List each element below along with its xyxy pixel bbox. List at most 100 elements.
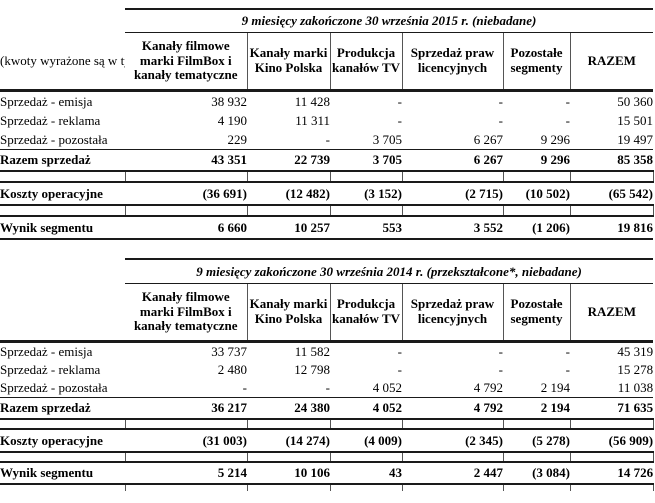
row-label: Sprzedaż - reklama (0, 112, 101, 128)
cell: (56 909) (570, 429, 654, 453)
cell: 6 267 (402, 149, 503, 172)
row-label: Koszty operacyjne (0, 182, 125, 206)
cell: 4 190 (217, 112, 247, 128)
table-title-2015: 9 miesięcy zakończone 30 września 2015 r… (125, 8, 654, 33)
cell: 6 660 (125, 216, 247, 240)
cell: 19 816 (570, 216, 654, 240)
col-header-total: RAZEM (569, 283, 654, 343)
cell: - (247, 130, 330, 150)
cell: 14 726 (570, 462, 654, 485)
title-spacer-cell (0, 259, 125, 284)
row-label: Sprzedaż - emisja (0, 344, 93, 359)
cell: (2 345) (402, 429, 503, 453)
cell: - (125, 379, 247, 398)
cell: 11 311 (295, 112, 330, 128)
col-header-license-sales: Sprzedaż praw licencyjnych (401, 32, 503, 92)
cell: - (565, 362, 570, 377)
row-label: Razem sprzedaż (0, 149, 125, 172)
cell: - (565, 93, 570, 109)
cell: 3 705 (330, 130, 402, 150)
cell: - (397, 344, 402, 359)
cell: - (498, 112, 503, 128)
table-title-2014: 9 miesięcy zakończone 30 września 2014 r… (125, 258, 654, 284)
cell: 3 552 (402, 216, 503, 240)
cell: 36 217 (125, 397, 247, 420)
operating-costs-row: Koszty operacyjne (36 691) (12 482) (3 1… (0, 182, 654, 206)
cell: - (565, 344, 570, 359)
cell: 10 257 (247, 216, 330, 240)
cell: - (397, 93, 402, 109)
cell: - (397, 362, 402, 377)
table-row: Sprzedaż - emisja 38 932 11 428 - - - 50… (0, 91, 653, 112)
cell: 24 380 (247, 397, 330, 420)
cell: (31 003) (125, 429, 247, 453)
row-label: Sprzedaż - pozostała (0, 130, 125, 150)
row-label: Wynik segmentu (0, 216, 125, 240)
cell: 43 (330, 462, 402, 485)
col-header-tv-production: Produkcja kanałów TV (329, 283, 402, 343)
table-row: Sprzedaż - pozostała 229 - 3 705 6 267 9… (0, 130, 654, 150)
spacer-row (0, 419, 654, 430)
cell: 3 705 (330, 149, 402, 172)
cell: - (498, 362, 503, 377)
table-row: Sprzedaż - reklama 2 480 12 798 - - - 15… (0, 361, 653, 379)
cell: 15 278 (617, 362, 654, 377)
cell: (36 691) (125, 182, 247, 206)
cell: 38 932 (211, 93, 247, 109)
col-header-other-segments: Pozostałe segmenty (502, 283, 570, 343)
cell: (4 009) (330, 429, 402, 453)
cell: 85 358 (570, 149, 654, 172)
cell: 5 214 (125, 462, 247, 485)
cell: - (498, 93, 503, 109)
cell: 4 792 (402, 397, 503, 420)
cell: 71 635 (570, 397, 654, 420)
table-row: Sprzedaż - emisja 33 737 11 582 - - - 45… (0, 342, 653, 362)
title-spacer-cell (0, 9, 125, 33)
cell: 2 194 (503, 379, 570, 398)
cell: 2 447 (402, 462, 503, 485)
cell: 11 582 (294, 344, 330, 359)
cell: - (397, 112, 402, 128)
cutoff-tick-row (0, 484, 654, 491)
total-sales-row: Razem sprzedaż 36 217 24 380 4 052 4 792… (0, 397, 654, 420)
spacer-row (0, 205, 654, 217)
unit-spacer-cell (0, 283, 125, 343)
cell: (3 152) (330, 182, 402, 206)
table-title-row: 9 miesięcy zakończone 30 września 2014 r… (0, 258, 654, 284)
cell: (65 542) (570, 182, 654, 206)
table-row: Sprzedaż - pozostała - - 4 052 4 792 2 1… (0, 379, 654, 398)
row-label: Wynik segmentu (0, 462, 125, 485)
cell: 9 296 (503, 149, 570, 172)
row-label: Razem sprzedaż (0, 397, 125, 420)
cell: 11 428 (294, 93, 330, 109)
col-header-filmbox-channels: Kanały filmowe marki FilmBox i kanały te… (125, 32, 247, 92)
cell: 9 296 (503, 130, 570, 150)
cell: - (498, 344, 503, 359)
col-header-kino-polska: Kanały marki Kino Polska (246, 32, 330, 92)
cell: (5 278) (503, 429, 570, 453)
cell: 50 360 (617, 93, 654, 109)
col-header-kino-polska: Kanały marki Kino Polska (246, 283, 330, 343)
col-header-tv-production: Produkcja kanałów TV (329, 32, 402, 92)
cell: 10 106 (247, 462, 330, 485)
cell: 4 052 (330, 397, 402, 420)
cell: 2 194 (503, 397, 570, 420)
cell: (1 206) (503, 216, 570, 240)
col-header-total: RAZEM (569, 32, 654, 92)
column-header-row: (kwoty wyrażone są w tys. zł) Kanały fil… (0, 32, 654, 92)
col-header-license-sales: Sprzedaż praw licencyjnych (401, 283, 503, 343)
segment-report-document: 9 miesięcy zakończone 30 września 2015 r… (0, 8, 655, 491)
row-label: Sprzedaż - emisja (0, 93, 93, 109)
cell: 45 319 (617, 344, 654, 359)
cell: 43 351 (125, 149, 247, 172)
cell: - (247, 379, 330, 398)
spacer-row (0, 452, 654, 463)
cell: 12 798 (294, 362, 330, 377)
table-title-row: 9 miesięcy zakończone 30 września 2015 r… (0, 8, 654, 33)
cell: (2 715) (402, 182, 503, 206)
cell: 4 792 (402, 379, 503, 398)
col-header-filmbox-channels: Kanały filmowe marki FilmBox i kanały te… (125, 283, 247, 343)
cell: 229 (125, 130, 247, 150)
cell: 6 267 (402, 130, 503, 150)
cell: 22 739 (247, 149, 330, 172)
